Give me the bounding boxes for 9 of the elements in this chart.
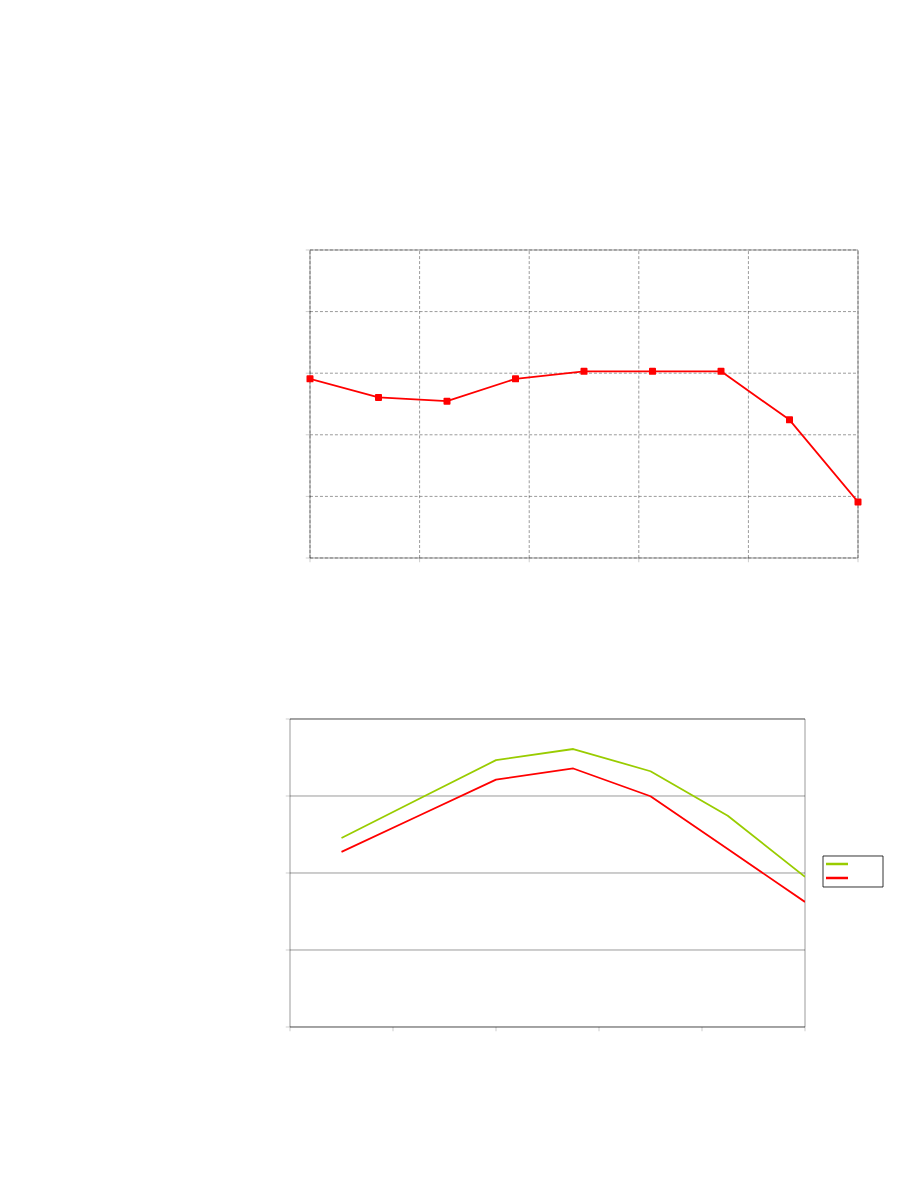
- point: [580, 367, 588, 375]
- point: [854, 498, 862, 506]
- point: [375, 393, 383, 401]
- point: [443, 397, 451, 405]
- point: [512, 375, 520, 383]
- point: [649, 367, 657, 375]
- point: [786, 416, 794, 424]
- point: [306, 375, 314, 383]
- point: [717, 367, 725, 375]
